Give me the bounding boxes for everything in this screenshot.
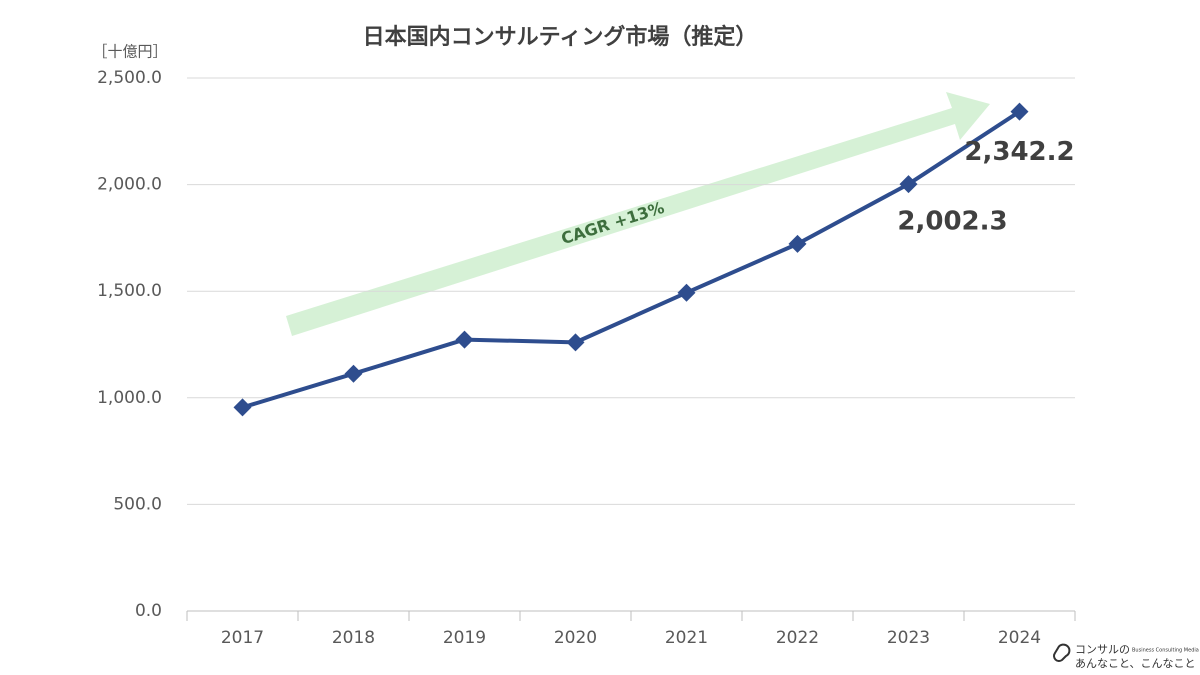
y-tick-label: 1,000.0 xyxy=(97,388,162,408)
data-point xyxy=(455,330,474,349)
watermark-line2: あんなこと、こんなこと xyxy=(1075,657,1196,670)
x-tick-label: 2023 xyxy=(887,628,930,648)
x-tick-label: 2024 xyxy=(998,628,1041,648)
data-point xyxy=(788,234,807,253)
data-point xyxy=(1010,102,1029,121)
y-tick-label: 500.0 xyxy=(113,494,162,514)
data-label: 2,002.3 xyxy=(897,207,1007,237)
trend-arrow xyxy=(286,92,990,336)
x-tick-label: 2021 xyxy=(665,628,708,648)
x-tick-label: 2022 xyxy=(776,628,819,648)
series-line xyxy=(241,109,1021,410)
y-tick-label: 2,500.0 xyxy=(97,68,162,88)
data-label: 2,342.2 xyxy=(964,137,1074,167)
x-tick-label: 2017 xyxy=(221,628,264,648)
data-point xyxy=(233,398,252,417)
x-tick-label: 2018 xyxy=(332,628,375,648)
data-point xyxy=(899,175,918,194)
x-tick-label: 2020 xyxy=(554,628,597,648)
cagr-annotation: CAGR +13% xyxy=(559,198,667,248)
chart-title: 日本国内コンサルティング市場（推定） xyxy=(363,24,758,50)
y-axis-label: ［十億円］ xyxy=(92,43,167,61)
watermark-tagline: Business Consulting Media xyxy=(1132,648,1199,654)
y-tick-label: 0.0 xyxy=(135,601,162,621)
data-point xyxy=(344,364,363,383)
data-point xyxy=(677,283,696,302)
watermark-line1: コンサルの xyxy=(1075,643,1130,656)
data-point xyxy=(566,333,585,352)
y-tick-label: 2,000.0 xyxy=(97,175,162,195)
y-tick-label: 1,500.0 xyxy=(97,281,162,301)
watermark-icon xyxy=(1053,643,1071,662)
x-tick-label: 2019 xyxy=(443,628,486,648)
